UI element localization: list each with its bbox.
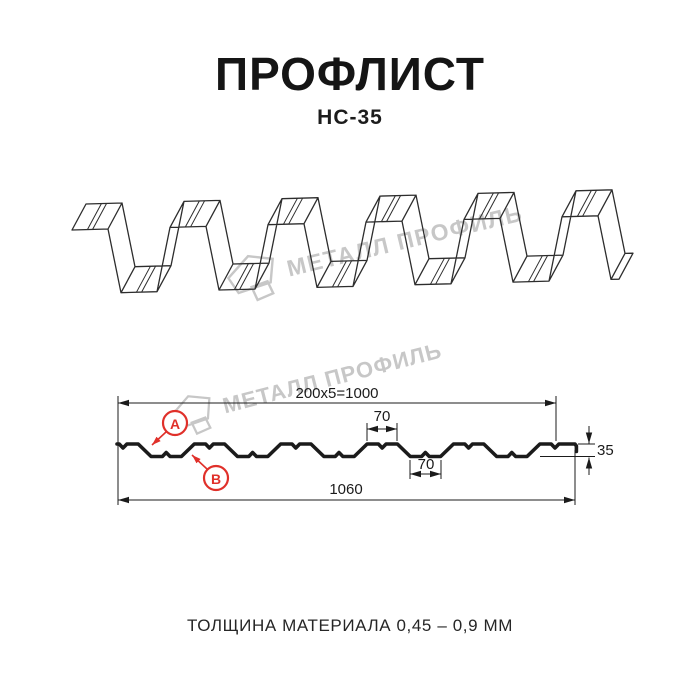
callout-a-circle: [161, 409, 189, 437]
profile-3d-groove-line: [135, 266, 151, 293]
profile-3d-groove-line: [576, 190, 592, 217]
dimension-pitch-label: 200x5=1000: [296, 385, 379, 402]
cross-section-profile: [115, 442, 579, 459]
cross-section-outline: [115, 442, 579, 459]
profile-3d-groove-line: [184, 200, 200, 228]
dimension-valley-width: [409, 460, 442, 479]
callout-b: B: [191, 454, 230, 492]
callout-a-label: A: [170, 416, 180, 432]
dimension-overall-width-label: 1060: [329, 481, 362, 498]
profile-3d-groove-line: [380, 195, 396, 222]
dimension-crest-width-label: 70: [374, 408, 391, 425]
dimension-height-label: 35: [597, 442, 614, 459]
profile-3d-groove-line: [190, 200, 206, 228]
metal-profil-logo-icon: [226, 254, 275, 302]
dimension-overall-width: [118, 450, 576, 505]
profile-3d-groove-line: [92, 203, 108, 230]
profile-3d-groove-line: [282, 198, 298, 225]
callout-b-circle: [202, 464, 230, 492]
callout-b-label: B: [211, 471, 221, 487]
watermark-top: МЕТАЛЛ ПРОФИЛЬ: [218, 187, 529, 309]
profile-3d-groove-line: [288, 197, 304, 225]
dimension-pitch: [117, 396, 557, 505]
profile-3d-groove-line: [527, 255, 543, 282]
profile-3d-drawing: [71, 189, 634, 294]
page-header: ПРОФЛИСТ НС-35: [0, 50, 700, 130]
profile-code-subtitle: НС-35: [317, 106, 383, 130]
profile-3d-groove-line: [239, 263, 255, 290]
profile-3d-outline: [71, 189, 634, 294]
callout-a: A: [151, 409, 189, 446]
profile-3d-groove-line: [484, 192, 500, 220]
dimension-valley-width-label: 70: [418, 456, 435, 473]
profile-3d-groove-line: [141, 265, 157, 293]
profile-3d-groove-line: [435, 257, 451, 285]
page-title: ПРОФЛИСТ: [215, 48, 485, 100]
profile-3d-groove-line: [386, 195, 402, 222]
profile-3d-groove-line: [337, 260, 353, 288]
profile-3d-groove-line: [86, 203, 102, 230]
profile-3d-groove-line: [233, 263, 249, 290]
profile-3d-groove-line: [582, 189, 598, 217]
profile-3d-groove-line: [331, 260, 347, 288]
dimension-height: [540, 426, 595, 475]
dimension-crest-width: [366, 423, 398, 441]
profile-3d-groove-line: [478, 192, 494, 220]
profile-3d-groove-line: [533, 255, 549, 282]
material-thickness-note: ТОЛЩИНА МАТЕРИАЛА 0,45 – 0,9 ММ: [187, 616, 513, 635]
profile-3d-groove-line: [429, 258, 445, 285]
